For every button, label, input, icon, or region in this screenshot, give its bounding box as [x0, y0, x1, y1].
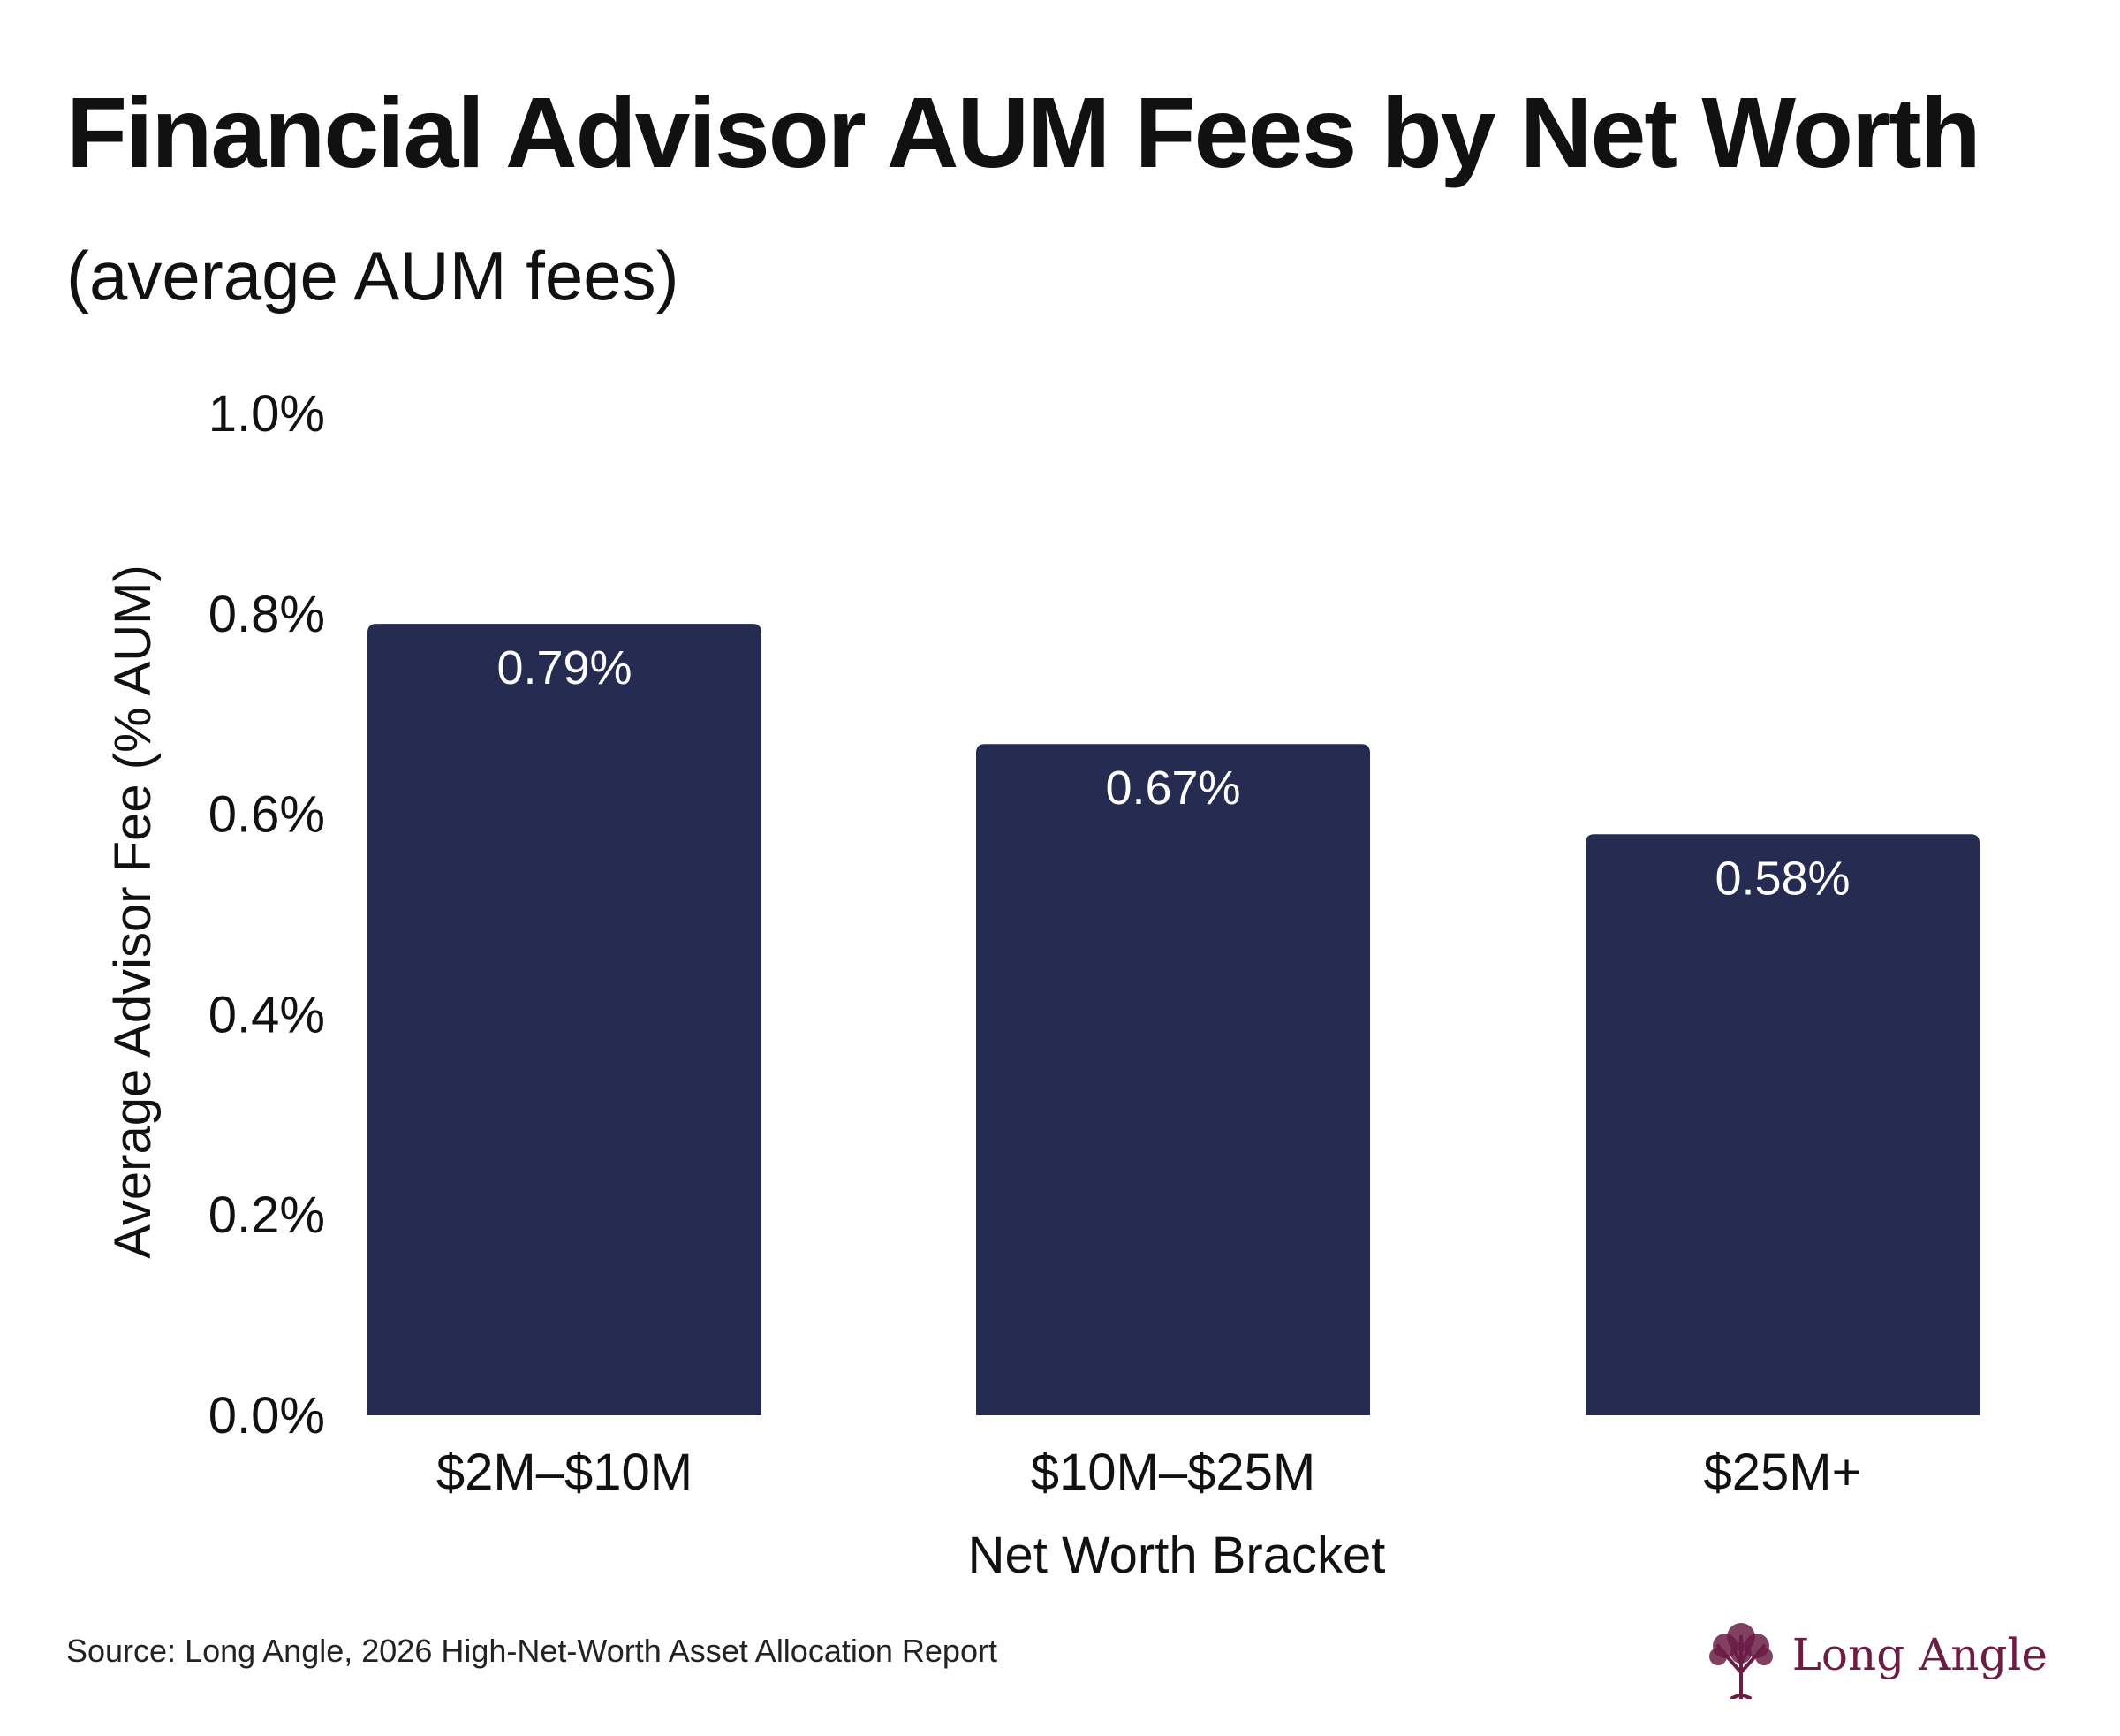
y-tick-label: 0.4%	[208, 986, 325, 1043]
x-tick-label: $10M–$25M	[1031, 1444, 1315, 1501]
source-note: Source: Long Angle, 2026 High-Net-Worth …	[66, 1633, 997, 1669]
bar-value-label: 0.67%	[1105, 762, 1240, 815]
bar-value-label: 0.58%	[1715, 852, 1850, 905]
y-tick-label: 0.6%	[208, 786, 325, 844]
y-tick-label: 1.0%	[208, 385, 325, 443]
y-axis-ticks: 0.0% 0.2% 0.4% 0.6% 0.8% 1.0%	[208, 385, 325, 1444]
x-axis-ticks: $2M–$10M $10M–$25M $25M+	[436, 1444, 1862, 1501]
bar	[367, 624, 761, 1415]
x-tick-label: $2M–$10M	[436, 1444, 693, 1501]
chart-subtitle: (average AUM fees)	[66, 237, 679, 315]
bars	[367, 624, 1980, 1415]
y-tick-label: 0.2%	[208, 1186, 325, 1244]
bar	[1586, 834, 1980, 1415]
bar-value-label: 0.79%	[496, 641, 632, 694]
brand-logo: Long Angle	[1706, 1606, 2048, 1703]
brand-name: Long Angle	[1791, 1629, 2048, 1680]
bar-data-labels: 0.79% 0.67% 0.58%	[496, 641, 1850, 905]
bar-chart: 0.0% 0.2% 0.4% 0.6% 0.8% 1.0% 0.79% 0.67% 0.58%…	[104, 385, 1980, 1584]
y-axis-label: Average Advisor Fee (% AUM)	[104, 565, 162, 1258]
bar	[976, 744, 1370, 1415]
y-tick-label: 0.0%	[208, 1387, 325, 1444]
x-tick-label: $25M+	[1704, 1444, 1862, 1501]
tree-icon	[1708, 1623, 1773, 1699]
x-axis-label: Net Worth Bracket	[968, 1527, 1386, 1584]
chart-title: Financial Advisor AUM Fees by Net Worth	[66, 77, 1981, 188]
y-tick-label: 0.8%	[208, 586, 325, 643]
